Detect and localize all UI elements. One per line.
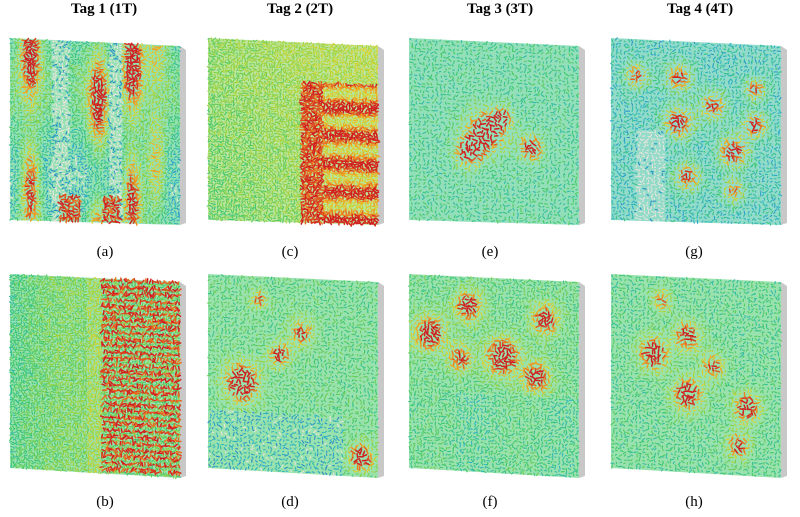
- caption-a: (a): [5, 244, 205, 261]
- column-title-tag3: Tag 3 (3T): [400, 0, 600, 18]
- column-title-tag1: Tag 1 (1T): [4, 0, 204, 18]
- column-title-tag4: Tag 4 (4T): [600, 0, 800, 18]
- panel-f-current-distribution: [401, 268, 596, 486]
- caption-e: (e): [390, 244, 590, 261]
- panel-b-current-distribution: [2, 268, 197, 486]
- caption-c: (c): [190, 244, 390, 261]
- panel-g-current-distribution: [603, 20, 798, 238]
- panel-e-current-distribution: [401, 20, 596, 238]
- caption-h: (h): [594, 494, 794, 511]
- panel-h-current-distribution: [603, 268, 798, 486]
- panel-a-current-distribution: [2, 20, 197, 238]
- caption-f: (f): [390, 494, 590, 511]
- caption-b: (b): [5, 494, 205, 511]
- panel-d-current-distribution: [200, 268, 395, 486]
- caption-g: (g): [594, 244, 794, 261]
- caption-d: (d): [190, 494, 390, 511]
- column-title-tag2: Tag 2 (2T): [200, 0, 400, 18]
- panel-c-current-distribution: [200, 20, 395, 238]
